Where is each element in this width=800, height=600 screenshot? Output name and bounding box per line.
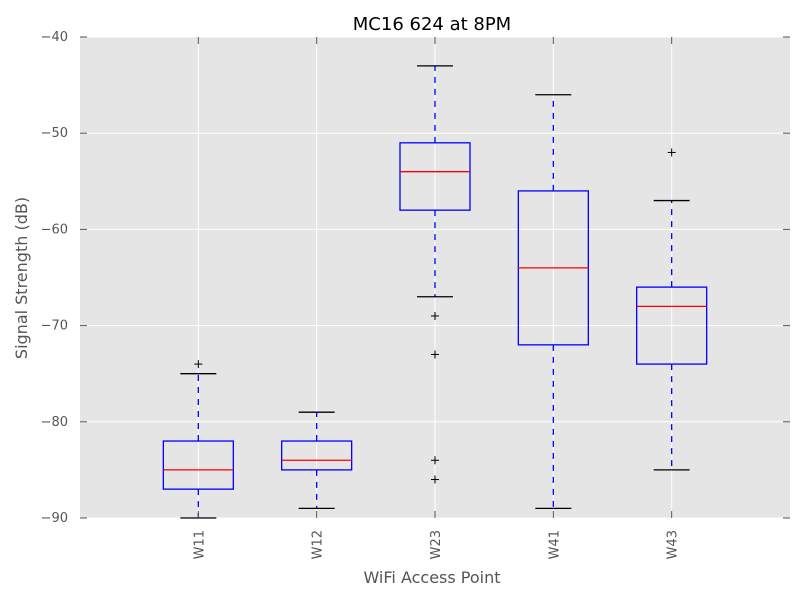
box-w43 <box>636 148 708 471</box>
x-tick-label: W12 <box>311 530 326 559</box>
outlier-marker <box>431 311 439 320</box>
y-tick-label: −90 <box>41 511 68 526</box>
axis-ticks: −90 −80 −70 −60 −50 −40 W11 W12 W23 W41 W43 <box>41 30 790 559</box>
outlier-marker <box>194 360 203 369</box>
iqr-box <box>281 440 353 471</box>
y-tick-label: −50 <box>41 126 68 141</box>
chart-title: MC16 624 at 8PM <box>353 14 511 35</box>
outlier-marker <box>431 350 439 359</box>
y-tick-label: −60 <box>41 222 68 237</box>
x-tick-label: W43 <box>666 530 681 559</box>
box-series <box>162 65 708 519</box>
y-axis-label: Signal Strength (dB) <box>12 197 31 359</box>
y-tick-label: −80 <box>41 415 68 430</box>
x-tick-label: W11 <box>192 530 207 559</box>
box-w23 <box>399 65 471 484</box>
y-tick-label: −40 <box>41 30 68 45</box>
y-tick-label: −70 <box>41 319 68 334</box>
iqr-box <box>162 440 234 490</box>
box-w12 <box>281 411 353 510</box>
x-tick-label: W23 <box>429 530 444 559</box>
outlier-marker <box>431 475 439 484</box>
outlier-marker <box>667 148 676 157</box>
box-w41 <box>517 94 589 510</box>
iqr-box <box>636 286 708 365</box>
iqr-box <box>399 142 471 211</box>
outlier-marker <box>431 456 439 465</box>
x-axis-label: WiFi Access Point <box>363 568 500 587</box>
x-tick-label: W41 <box>547 530 562 559</box>
